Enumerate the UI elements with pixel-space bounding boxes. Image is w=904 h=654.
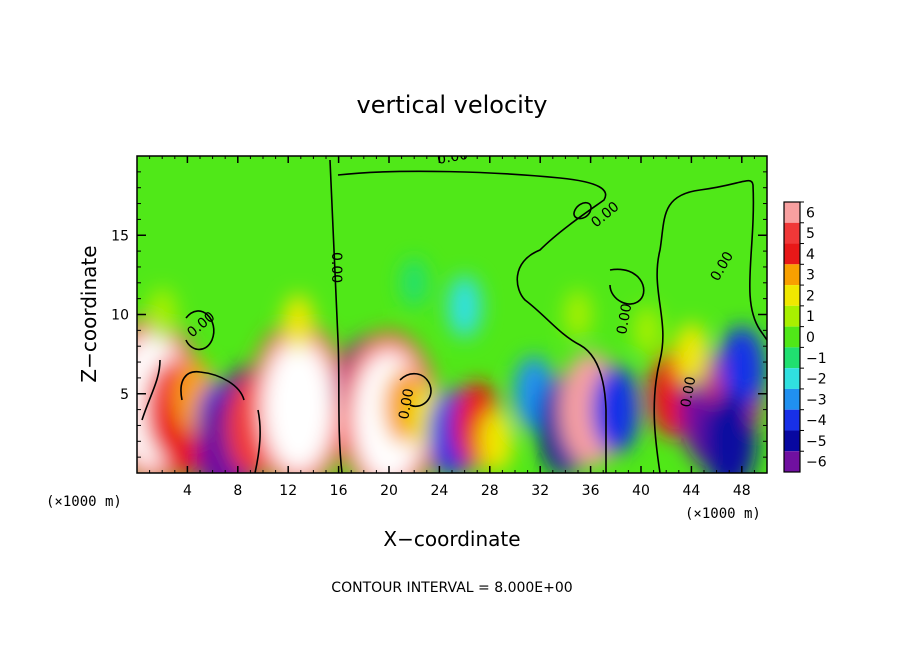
- x-tick-label: 24: [430, 483, 448, 499]
- colorbar-label: 6: [806, 205, 815, 221]
- colorbar-frame: [783, 201, 801, 473]
- velocity-anomaly: [633, 305, 661, 355]
- zero-contour-line: [180, 371, 245, 401]
- colorbar-swatch: [784, 305, 800, 327]
- colorbar-label: 1: [806, 309, 815, 325]
- contour-label: 0.00: [678, 375, 699, 408]
- contour-label: 0.00: [396, 387, 417, 420]
- y-tick-label: 5: [120, 387, 129, 403]
- y-tick-label: 15: [111, 228, 129, 244]
- y-axis: 5 10 15: [111, 155, 767, 474]
- velocity-anomaly: [674, 323, 709, 386]
- zero-contour-line: [141, 359, 161, 421]
- zero-contour-line: [653, 179, 767, 473]
- velocity-anomaly: [701, 390, 757, 473]
- colorbar-swatch: [784, 451, 800, 472]
- x-tick-label: 8: [233, 483, 242, 499]
- colorbar-label: −4: [806, 413, 827, 429]
- x-tick-label: 48: [733, 483, 751, 499]
- velocity-anomaly: [400, 258, 428, 308]
- colorbar-label: 3: [806, 268, 815, 284]
- zero-contour-line: [399, 372, 432, 407]
- x-tick-label: 36: [582, 483, 600, 499]
- zero-contour-line: [573, 201, 592, 220]
- x-axis-title: X−coordinate: [383, 527, 520, 551]
- x-tick-label: 28: [481, 483, 499, 499]
- chart-title: vertical velocity: [357, 91, 548, 119]
- x-unit-left: (×1000 m): [46, 494, 122, 510]
- x-tick-label: 12: [279, 483, 297, 499]
- contour-label: 0.00: [614, 302, 635, 335]
- velocity-anomaly: [479, 410, 514, 473]
- colorbar: 6 5 4 3 2 1 0 −1 −2 −3 −4 −5 −6: [783, 201, 827, 473]
- colorbar-swatch: [784, 368, 800, 389]
- colorbar-swatch: [784, 264, 800, 286]
- colorbar-swatch: [784, 388, 800, 410]
- velocity-anomaly: [591, 365, 640, 454]
- x-tick-label: 20: [380, 483, 398, 499]
- zero-contour-line: [185, 310, 215, 351]
- colorbar-label: 5: [806, 226, 815, 242]
- colorbar-swatch: [784, 326, 800, 348]
- colorbar-swatch: [784, 202, 800, 223]
- x-tick-label: 32: [531, 483, 549, 499]
- y-axis-title: Z−coordinate: [77, 245, 101, 382]
- colorbar-label: −1: [806, 351, 827, 367]
- velocity-anomaly: [447, 275, 482, 338]
- colorbar-swatch: [784, 222, 800, 244]
- colorbar-label: −6: [806, 455, 827, 471]
- colorbar-swatch: [784, 430, 800, 452]
- x-tick-label: 16: [330, 483, 348, 499]
- colorbar-label: 2: [806, 288, 815, 304]
- zero-contours: [141, 159, 767, 473]
- contour-label: 0.00: [436, 147, 469, 168]
- colorbar-label: 4: [806, 247, 815, 263]
- x-unit-right: (×1000 m): [685, 506, 761, 522]
- zero-contour-line: [254, 409, 261, 473]
- velocity-anomaly: [264, 342, 333, 471]
- colorbar-label: −3: [806, 392, 827, 408]
- colorbar-label: −5: [806, 434, 827, 450]
- colorbar-label: −2: [806, 372, 827, 388]
- velocity-field: [137, 258, 766, 473]
- x-tick-label: 44: [682, 483, 700, 499]
- velocity-anomaly: [147, 288, 177, 341]
- contour-interval-note: CONTOUR INTERVAL = 8.000E+00: [331, 580, 572, 596]
- zero-contour-line: [329, 159, 343, 473]
- colorbar-swatch: [784, 409, 800, 431]
- zero-contour-line: [337, 170, 607, 473]
- colorbar-swatch: [784, 347, 800, 369]
- x-tick-label: 40: [632, 483, 650, 499]
- colorbar-swatch: [784, 285, 800, 306]
- colorbar-swatch: [784, 243, 800, 265]
- velocity-anomaly: [564, 290, 592, 339]
- zero-contour-line: [609, 268, 645, 305]
- x-tick-label: 4: [183, 483, 192, 499]
- plot-area: 0.00 0.00 0.00 0.00 0.00 0.00 0.00 0.00: [137, 147, 767, 473]
- velocity-anomaly: [283, 294, 314, 351]
- colorbar-label: 0: [806, 330, 815, 346]
- y-tick-label: 10: [111, 308, 129, 324]
- contour-label: 0.00: [328, 252, 344, 283]
